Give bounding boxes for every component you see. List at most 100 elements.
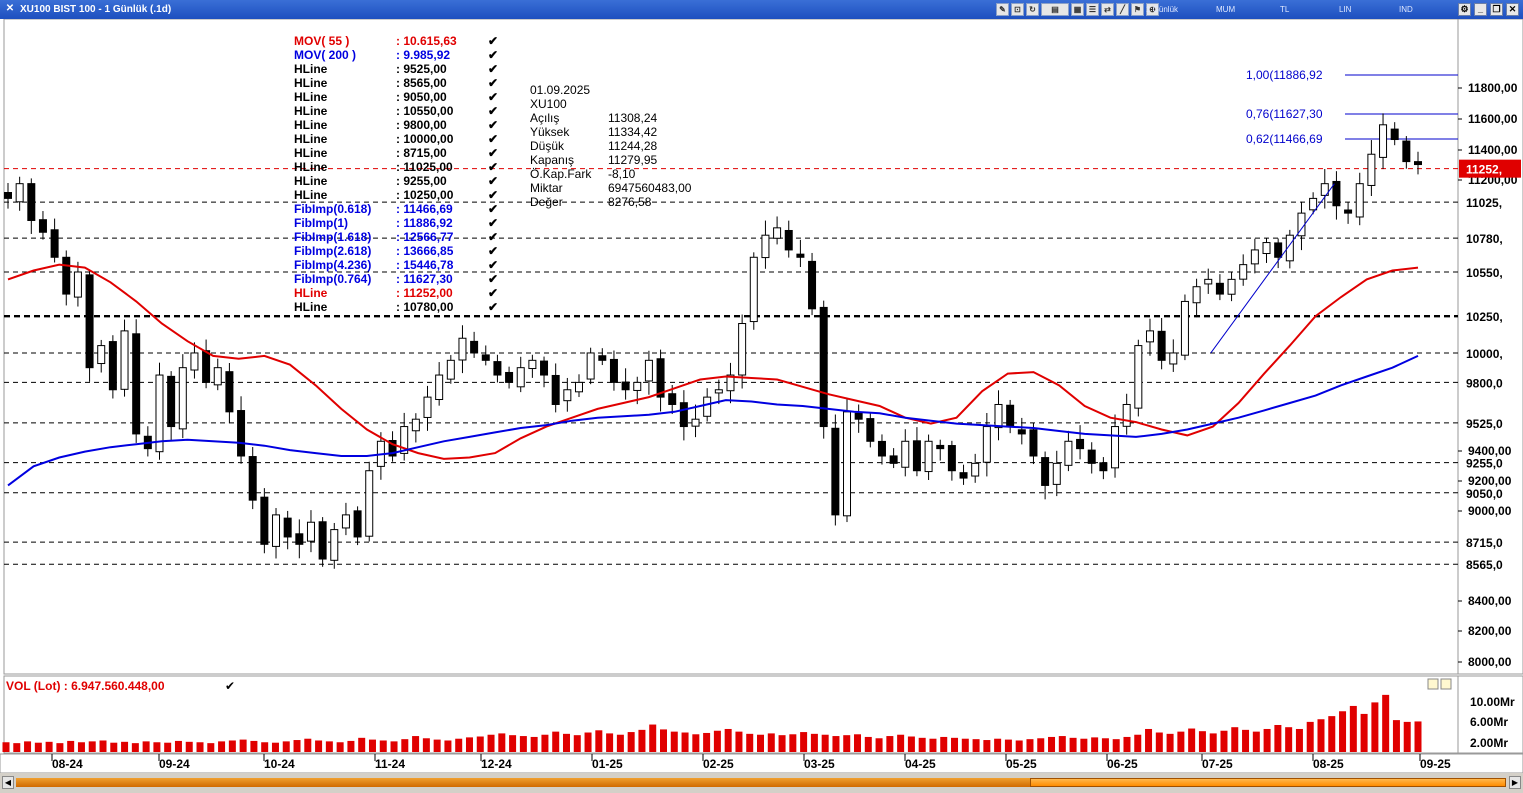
volume-bar	[907, 736, 915, 752]
check-icon[interactable]: ✔	[488, 146, 499, 160]
period-selector[interactable]: 1 Günlük	[1146, 5, 1179, 14]
volume-bar	[325, 741, 333, 752]
legend-row[interactable]: FibImp(0.618): 11466,69 ✔	[294, 202, 500, 216]
currency-selector[interactable]: TL	[1280, 5, 1290, 14]
scale-selector[interactable]: LIN	[1339, 5, 1352, 14]
check-icon[interactable]: ✔	[488, 48, 499, 62]
restore-button[interactable]: ❐	[1490, 3, 1503, 16]
check-icon[interactable]: ✔	[488, 118, 499, 132]
compare-icon[interactable]: ⇄	[1101, 3, 1114, 16]
check-icon[interactable]: ✔	[488, 160, 499, 174]
scroll-thumb[interactable]	[1030, 778, 1506, 787]
legend-row[interactable]: FibImp(0.764): 11627,30 ✔	[294, 272, 500, 286]
legend-row[interactable]: MOV( 200 ): 9.985,92 ✔	[294, 48, 500, 62]
check-icon[interactable]: ✔	[488, 188, 499, 202]
indicator-selector[interactable]: IND	[1399, 5, 1413, 14]
close-button[interactable]: ✕	[1506, 3, 1519, 16]
legend-row[interactable]: HLine: 11252,00 ✔	[294, 286, 500, 300]
bar-type-selector[interactable]: MUM	[1216, 5, 1236, 14]
candle-body	[318, 521, 327, 560]
check-icon[interactable]: ✔	[488, 272, 499, 286]
check-icon[interactable]: ✔	[488, 90, 499, 104]
volume-bar	[681, 732, 689, 752]
volume-bar	[444, 740, 452, 752]
legend-row[interactable]: FibImp(2.618): 13666,85 ✔	[294, 244, 500, 258]
flag-icon[interactable]: ⚑	[1131, 3, 1144, 16]
legend-row[interactable]: FibImp(4.236): 15446,78 ✔	[294, 258, 500, 272]
check-icon[interactable]: ✔	[488, 62, 499, 76]
legend-row[interactable]: HLine: 9255,00 ✔	[294, 174, 500, 188]
candle-body	[1169, 352, 1178, 365]
check-icon[interactable]: ✔	[488, 216, 499, 230]
lines-icon[interactable]: ☰	[1086, 3, 1099, 16]
close-tab-icon[interactable]: ✕	[5, 3, 15, 14]
check-icon[interactable]: ✔	[488, 300, 499, 314]
legend-row[interactable]: HLine: 9050,00 ✔	[294, 90, 500, 104]
candle-body	[516, 367, 525, 388]
check-icon[interactable]: ✔	[488, 230, 499, 244]
candle-body	[493, 361, 502, 376]
settings-icon[interactable]: ⚙	[1458, 3, 1471, 16]
legend-row[interactable]: HLine: 10780,00 ✔	[294, 300, 500, 314]
scroll-left-icon[interactable]: ◀	[2, 776, 14, 789]
volume-bar	[821, 734, 829, 752]
volume-bar	[1285, 727, 1293, 752]
scroll-right-icon[interactable]: ▶	[1509, 776, 1521, 789]
candle-body	[1320, 183, 1329, 196]
volume-bar	[2, 742, 10, 752]
check-icon[interactable]: ✔	[488, 244, 499, 258]
check-icon[interactable]: ✔	[488, 258, 499, 272]
y-tick-label: 9000,00	[1468, 504, 1512, 518]
legend-row[interactable]: HLine: 9525,00 ✔	[294, 62, 500, 76]
candle-body	[1332, 180, 1341, 207]
candle-body	[1390, 128, 1399, 141]
candle-body	[1041, 457, 1050, 486]
volume-check-icon[interactable]: ✔	[225, 679, 236, 693]
volume-bar	[1069, 737, 1077, 752]
fib-tool-icon[interactable]: ╱	[1116, 3, 1129, 16]
legend-row[interactable]: HLine: 11025,00 ✔	[294, 160, 500, 174]
check-icon[interactable]: ✔	[488, 34, 499, 48]
check-icon[interactable]: ✔	[488, 104, 499, 118]
info-symbol: XU100	[530, 97, 567, 111]
check-icon[interactable]: ✔	[488, 174, 499, 188]
check-icon[interactable]: ✔	[488, 202, 499, 216]
date-axis	[0, 753, 1523, 773]
horizontal-scrollbar[interactable]: ◀ ▶	[0, 773, 1523, 793]
legend-row[interactable]: FibImp(1.618): 12566,77 ✔	[294, 230, 500, 244]
legend-row[interactable]: HLine: 8565,00 ✔	[294, 76, 500, 90]
legend-row[interactable]: HLine: 8715,00 ✔	[294, 146, 500, 160]
legend-row[interactable]: HLine: 10250,00 ✔	[294, 188, 500, 202]
candle-body	[353, 510, 362, 538]
legend-row[interactable]: HLine: 10000,00 ✔	[294, 132, 500, 146]
x-tick-label: 07-25	[1202, 757, 1233, 771]
legend-name: HLine	[294, 118, 328, 132]
legend-row[interactable]: MOV( 55 ): 10.615,63 ✔	[294, 34, 500, 48]
volume-bar	[767, 733, 775, 752]
legend-value: : 9.985,92	[396, 48, 451, 62]
legend-name: HLine	[294, 286, 328, 300]
check-icon[interactable]: ✔	[488, 286, 499, 300]
candle-body	[435, 374, 444, 401]
y-tick-label: 11800,00	[1468, 81, 1518, 95]
draw-tool-icon[interactable]: ✎	[996, 3, 1009, 16]
candle-body	[388, 440, 397, 457]
legend-row[interactable]: FibImp(1): 11886,92 ✔	[294, 216, 500, 230]
scroll-track[interactable]	[16, 778, 1506, 787]
pin-icon[interactable]: ⊡	[1011, 3, 1024, 16]
x-tick-label: 06-25	[1107, 757, 1138, 771]
check-icon[interactable]: ✔	[488, 132, 499, 146]
price-chart[interactable]: 11800,0011600,0011400,0011200,009400,009…	[0, 19, 1523, 773]
candle-body	[1052, 462, 1061, 485]
zoom-icon[interactable]: ⊕	[1146, 3, 1159, 16]
chart-type-icon[interactable]: ▤	[1041, 3, 1069, 16]
minimize-button[interactable]: _	[1474, 3, 1487, 16]
refresh-icon[interactable]: ↻	[1026, 3, 1039, 16]
volume-bar	[1295, 728, 1303, 752]
check-icon[interactable]: ✔	[488, 76, 499, 90]
legend-name: HLine	[294, 300, 328, 314]
legend-row[interactable]: HLine: 10550,00 ✔	[294, 104, 500, 118]
legend-row[interactable]: HLine: 9800,00 ✔	[294, 118, 500, 132]
volume-bar	[832, 736, 840, 752]
grid-icon[interactable]: ▦	[1071, 3, 1084, 16]
